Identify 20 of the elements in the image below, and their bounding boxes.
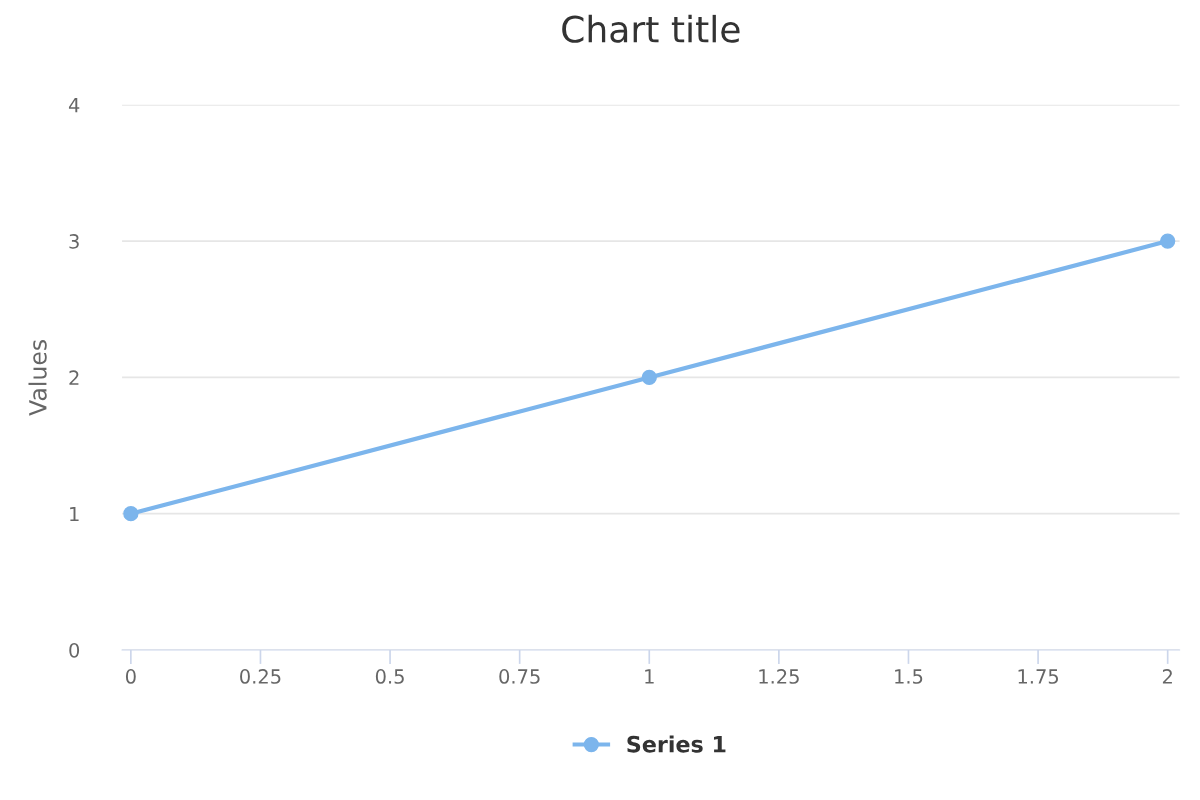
point bbox=[123, 506, 139, 522]
x-tick-label: 1.25 bbox=[759, 669, 799, 684]
y-tick-label: 4 bbox=[68, 98, 80, 113]
y-tick-label: 1 bbox=[70, 506, 79, 522]
y-tick-label: 3 bbox=[69, 234, 79, 249]
x-tick-label: 1.75 bbox=[1018, 669, 1059, 684]
point bbox=[641, 369, 657, 386]
legend-label: Series 1 bbox=[627, 735, 726, 753]
x-tick-label: 2 bbox=[1162, 669, 1172, 684]
x-tick-label: 0 bbox=[125, 669, 136, 684]
y-tick-label: 0 bbox=[69, 642, 80, 658]
x-tick-label: 1 bbox=[645, 669, 654, 684]
chart-title: Chart title bbox=[562, 14, 740, 43]
y-tick-label: 2 bbox=[69, 370, 79, 385]
point bbox=[1160, 233, 1176, 249]
y-axis-title: Values bbox=[28, 339, 47, 416]
x-tick-label: 1.5 bbox=[895, 669, 923, 684]
x-tick-label: 0.25 bbox=[240, 669, 281, 684]
x-tick-label: 0.5 bbox=[375, 669, 404, 684]
x-tick-label: 0.75 bbox=[499, 669, 540, 684]
